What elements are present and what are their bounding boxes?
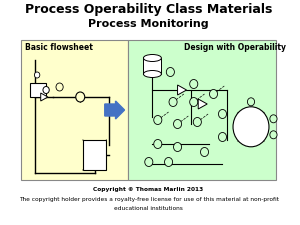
Circle shape [145, 158, 153, 166]
FancyArrow shape [105, 101, 124, 119]
Circle shape [190, 97, 198, 106]
Circle shape [200, 148, 208, 157]
Bar [83, 140, 106, 170]
Ellipse shape [143, 54, 161, 61]
Circle shape [154, 140, 162, 148]
Bar [143, 58, 161, 74]
Bar [128, 40, 276, 180]
Circle shape [34, 72, 40, 78]
Circle shape [218, 133, 226, 142]
Circle shape [193, 117, 201, 126]
Circle shape [270, 131, 277, 139]
Circle shape [248, 98, 255, 106]
Polygon shape [198, 99, 207, 109]
Circle shape [209, 90, 217, 99]
Text: Process Monitoring: Process Monitoring [88, 19, 209, 29]
Ellipse shape [143, 70, 161, 77]
Circle shape [43, 86, 49, 94]
Circle shape [164, 158, 172, 166]
Circle shape [166, 68, 174, 76]
Text: educational institutions: educational institutions [114, 205, 183, 211]
Bar [21, 40, 128, 180]
Circle shape [190, 79, 198, 88]
Text: The copyright holder provides a royalty-free license for use of this material at: The copyright holder provides a royalty-… [19, 196, 278, 202]
Circle shape [169, 97, 177, 106]
Polygon shape [178, 85, 187, 95]
Circle shape [233, 107, 269, 147]
Text: Copyright © Thomas Marlin 2013: Copyright © Thomas Marlin 2013 [93, 187, 204, 193]
Circle shape [173, 142, 181, 151]
Text: Process Operability Class Materials: Process Operability Class Materials [25, 4, 272, 16]
Circle shape [76, 92, 85, 102]
Circle shape [270, 115, 277, 123]
Circle shape [218, 110, 226, 119]
Text: Basic flowsheet: Basic flowsheet [26, 43, 93, 52]
Bar [30, 83, 46, 97]
Circle shape [173, 119, 181, 128]
Polygon shape [41, 93, 48, 101]
Circle shape [154, 115, 162, 124]
Text: Design with Operability: Design with Operability [184, 43, 286, 52]
Circle shape [56, 83, 63, 91]
